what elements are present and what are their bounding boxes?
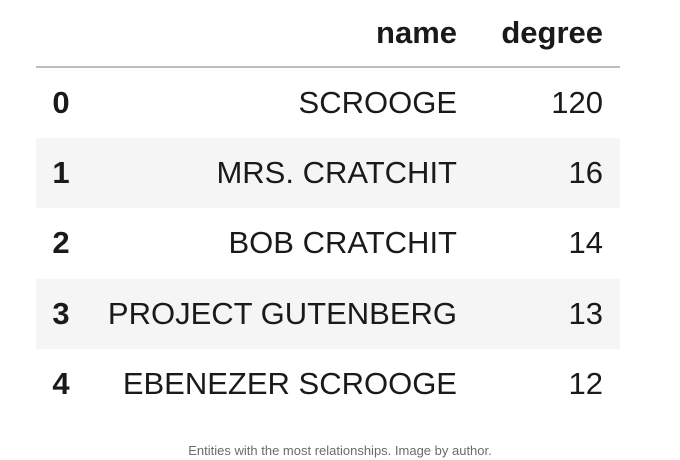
row-index: 0: [52, 84, 70, 120]
table-header: name degree: [36, 0, 620, 67]
degree-column-header: degree: [501, 15, 603, 50]
degree-cell: 13: [568, 295, 603, 331]
row-index: 3: [52, 295, 70, 331]
degree-cell: 120: [551, 84, 603, 120]
index-column-header: [36, 0, 92, 67]
image-caption: Entities with the most relationships. Im…: [188, 443, 492, 458]
dataframe-table: name degree 0 SCROOGE 120 1 MRS. CRATCHI…: [36, 0, 620, 420]
table-row: 4 EBENEZER SCROOGE 12: [36, 349, 620, 420]
table-row: 0 SCROOGE 120: [36, 67, 620, 138]
name-cell: MRS. CRATCHIT: [216, 154, 457, 190]
row-index: 4: [52, 366, 70, 402]
header-row: name degree: [36, 0, 620, 67]
name-column-header: name: [376, 15, 457, 50]
degree-cell: 16: [568, 154, 603, 190]
dataframe-table-container: name degree 0 SCROOGE 120 1 MRS. CRATCHI…: [36, 0, 620, 420]
row-index: 2: [52, 225, 70, 261]
degree-cell: 14: [568, 225, 603, 261]
degree-cell: 12: [568, 366, 603, 402]
name-cell: SCROOGE: [298, 84, 457, 120]
table-row: 2 BOB CRATCHIT 14: [36, 208, 620, 279]
name-cell: EBENEZER SCROOGE: [122, 366, 457, 402]
table-row: 3 PROJECT GUTENBERG 13: [36, 278, 620, 349]
row-index: 1: [52, 154, 70, 190]
table-body: 0 SCROOGE 120 1 MRS. CRATCHIT 16 2 BOB C…: [36, 67, 620, 420]
name-cell: PROJECT GUTENBERG: [107, 295, 457, 331]
name-cell: BOB CRATCHIT: [228, 225, 458, 261]
table-row: 1 MRS. CRATCHIT 16: [36, 137, 620, 208]
